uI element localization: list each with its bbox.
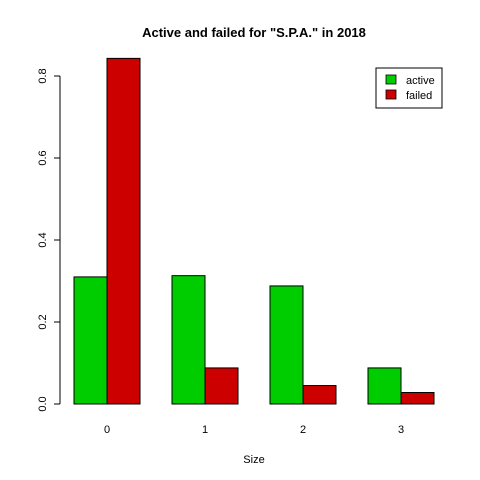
bars — [73, 57, 435, 405]
bar-failed-3 — [400, 392, 435, 405]
y-axis: 0.0 0.2 0.4 0.6 0.8 — [37, 68, 61, 412]
legend-label-active: active — [406, 75, 435, 87]
legend-swatch-failed — [385, 89, 397, 100]
y-tick-label: 0.4 — [37, 232, 49, 247]
legend-label-failed: failed — [406, 90, 432, 102]
chart-title: Active and failed for "S.P.A." in 2018 — [142, 25, 366, 40]
bar-active-3 — [367, 367, 402, 405]
x-tick-label-1: 1 — [202, 424, 208, 436]
bar-failed-1 — [204, 367, 239, 405]
legend-box — [375, 67, 443, 109]
bar-active-0 — [73, 276, 108, 405]
x-tick-label-2: 2 — [300, 424, 306, 436]
legend: active failed — [375, 67, 443, 109]
bar-active-1 — [171, 275, 206, 405]
x-tick-label-0: 0 — [104, 424, 110, 436]
bar-active-2 — [269, 285, 304, 405]
bar-failed-0 — [106, 57, 141, 405]
legend-swatch-active — [385, 74, 397, 85]
y-tick-label: 0.8 — [37, 68, 49, 83]
x-axis-label: Size — [243, 454, 264, 466]
y-tick-label: 0.6 — [37, 150, 49, 165]
y-tick-label: 0.0 — [37, 396, 49, 411]
x-axis: 0 1 2 3 — [104, 424, 404, 436]
x-tick-label-3: 3 — [398, 424, 404, 436]
bar-failed-2 — [302, 385, 337, 405]
y-tick-label: 0.2 — [37, 314, 49, 329]
